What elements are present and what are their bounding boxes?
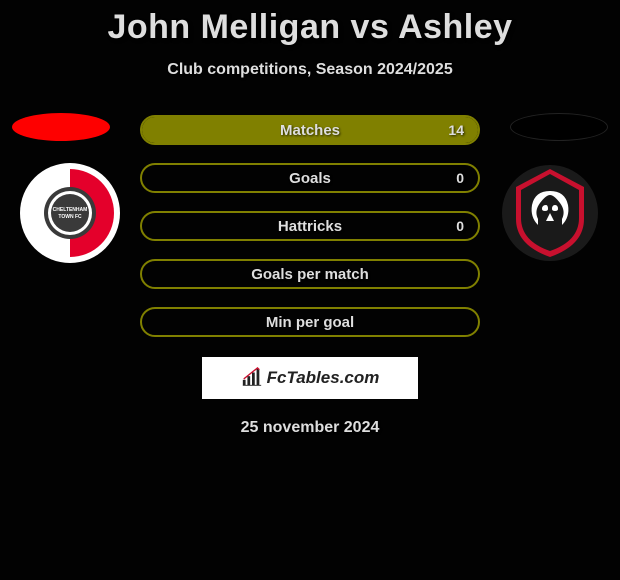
stat-bar: Matches 14	[140, 115, 480, 145]
stat-bar: Goals per match	[140, 259, 480, 289]
player1-ellipse	[12, 113, 110, 141]
cheltenham-logo-icon: CHELTENHAM TOWN FC	[20, 163, 120, 263]
chart-icon	[241, 367, 263, 389]
player2-club-logo	[500, 163, 600, 263]
bar-value: 14	[448, 122, 464, 138]
subtitle: Club competitions, Season 2024/2025	[0, 61, 620, 79]
player2-ellipse	[510, 113, 608, 141]
comparison-bars: Matches 14 Goals 0 Hattricks 0 Goals per match…	[140, 115, 480, 337]
player1-club-logo: CHELTENHAM TOWN FC	[20, 163, 120, 263]
bar-value: 0	[456, 170, 464, 186]
brand-label: FcTables.com	[267, 368, 380, 388]
bar-value: 0	[456, 218, 464, 234]
stat-bar: Min per goal	[140, 307, 480, 337]
bar-label: Goals	[289, 170, 331, 187]
comparison-area: CHELTENHAM TOWN FC Matches14Goals0Hattri…	[0, 115, 620, 437]
svg-text:TOWN FC: TOWN FC	[58, 214, 82, 220]
svg-text:CHELTENHAM: CHELTENHAM	[53, 207, 88, 213]
page-title: John Melligan vs Ashley	[0, 0, 620, 47]
brand-box: FcTables.com	[202, 357, 418, 399]
bar-label: Hattricks	[278, 218, 342, 235]
date-label: 25 november 2024	[0, 419, 620, 437]
bar-label: Matches	[280, 122, 340, 139]
bar-label: Goals per match	[251, 266, 369, 283]
salford-logo-icon	[500, 163, 600, 263]
bar-label: Min per goal	[266, 314, 354, 331]
stat-bar: Hattricks 0	[140, 211, 480, 241]
stat-bar: Goals 0	[140, 163, 480, 193]
